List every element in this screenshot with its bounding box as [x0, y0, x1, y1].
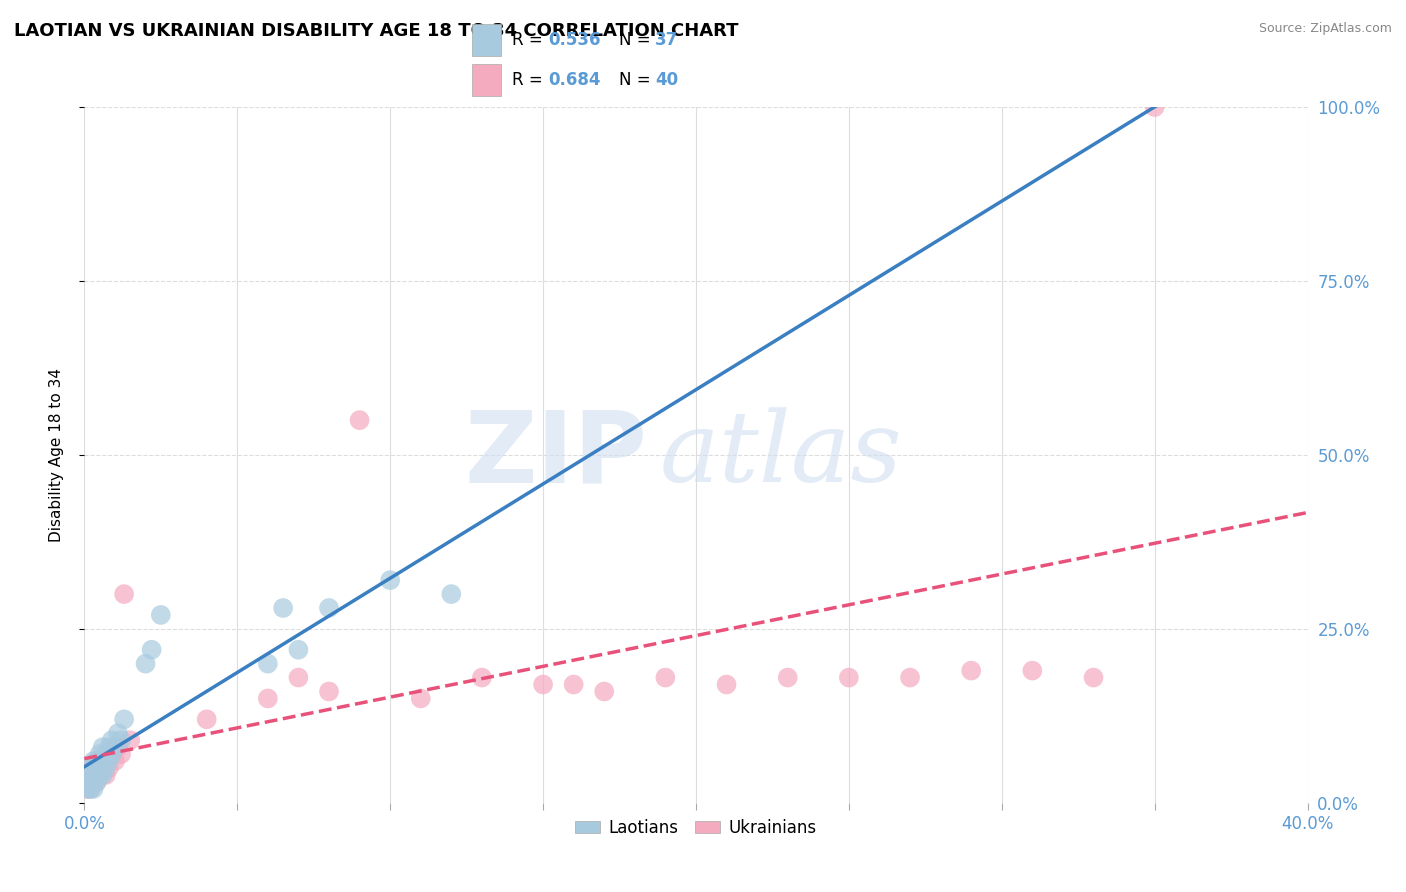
- Point: [91, 740, 114, 755]
- Point: [716, 677, 738, 691]
- Point: [94, 761, 117, 775]
- Point: [141, 642, 163, 657]
- Point: [83, 754, 105, 768]
- Point: [89, 761, 111, 775]
- Text: 0.684: 0.684: [548, 70, 600, 88]
- Point: [83, 761, 105, 775]
- Point: [86, 775, 108, 789]
- Point: [257, 657, 280, 671]
- Point: [94, 768, 117, 782]
- Point: [79, 768, 101, 782]
- Point: [112, 712, 135, 726]
- Y-axis label: Disability Age 18 to 34: Disability Age 18 to 34: [49, 368, 63, 542]
- Point: [83, 775, 105, 789]
- Point: [79, 781, 101, 796]
- Point: [76, 775, 98, 789]
- Point: [101, 733, 124, 747]
- Point: [91, 768, 114, 782]
- Point: [776, 671, 799, 685]
- Text: atlas: atlas: [659, 408, 903, 502]
- Point: [287, 642, 309, 657]
- Point: [531, 677, 554, 691]
- Point: [112, 587, 135, 601]
- Point: [89, 768, 111, 782]
- Point: [654, 671, 676, 685]
- Point: [898, 671, 921, 685]
- Text: R =: R =: [512, 70, 548, 88]
- Point: [76, 781, 98, 796]
- Point: [318, 684, 340, 698]
- Point: [79, 768, 101, 782]
- Text: 40: 40: [655, 70, 678, 88]
- Point: [471, 671, 494, 685]
- Point: [104, 740, 127, 755]
- Point: [94, 747, 117, 761]
- Text: R =: R =: [512, 31, 548, 49]
- Point: [107, 726, 129, 740]
- Point: [79, 761, 101, 775]
- Text: ZIP: ZIP: [464, 407, 647, 503]
- Point: [101, 747, 124, 761]
- Point: [1021, 664, 1043, 678]
- Point: [349, 413, 371, 427]
- Point: [1143, 100, 1166, 114]
- Point: [440, 587, 463, 601]
- Text: LAOTIAN VS UKRAINIAN DISABILITY AGE 18 TO 34 CORRELATION CHART: LAOTIAN VS UKRAINIAN DISABILITY AGE 18 T…: [14, 22, 738, 40]
- Point: [97, 740, 120, 755]
- Point: [960, 664, 983, 678]
- Point: [593, 684, 616, 698]
- Point: [97, 754, 120, 768]
- Point: [149, 607, 172, 622]
- Point: [838, 671, 860, 685]
- Point: [110, 733, 132, 747]
- Point: [86, 775, 108, 789]
- Text: 0.536: 0.536: [548, 31, 600, 49]
- Point: [562, 677, 585, 691]
- Point: [120, 733, 142, 747]
- Point: [101, 747, 124, 761]
- Point: [107, 740, 129, 755]
- Point: [380, 573, 402, 587]
- Point: [195, 712, 218, 726]
- Legend: Laotians, Ukrainians: Laotians, Ukrainians: [568, 812, 824, 843]
- Point: [86, 754, 108, 768]
- Point: [91, 754, 114, 768]
- Point: [318, 601, 340, 615]
- Point: [97, 761, 120, 775]
- Point: [110, 747, 132, 761]
- Point: [287, 671, 309, 685]
- Point: [89, 747, 111, 761]
- Point: [91, 761, 114, 775]
- FancyBboxPatch shape: [472, 24, 501, 56]
- Point: [104, 754, 127, 768]
- Point: [79, 775, 101, 789]
- Point: [83, 775, 105, 789]
- Point: [135, 657, 157, 671]
- Point: [79, 781, 101, 796]
- Point: [409, 691, 432, 706]
- Point: [83, 781, 105, 796]
- Point: [76, 775, 98, 789]
- Point: [86, 768, 108, 782]
- Text: N =: N =: [619, 31, 655, 49]
- Text: 37: 37: [655, 31, 679, 49]
- Point: [271, 601, 294, 615]
- Text: N =: N =: [619, 70, 655, 88]
- Point: [86, 754, 108, 768]
- Point: [76, 781, 98, 796]
- Point: [257, 691, 280, 706]
- Point: [89, 768, 111, 782]
- Point: [94, 754, 117, 768]
- Point: [1083, 671, 1105, 685]
- Text: Source: ZipAtlas.com: Source: ZipAtlas.com: [1258, 22, 1392, 36]
- Point: [83, 761, 105, 775]
- FancyBboxPatch shape: [472, 63, 501, 95]
- Point: [89, 754, 111, 768]
